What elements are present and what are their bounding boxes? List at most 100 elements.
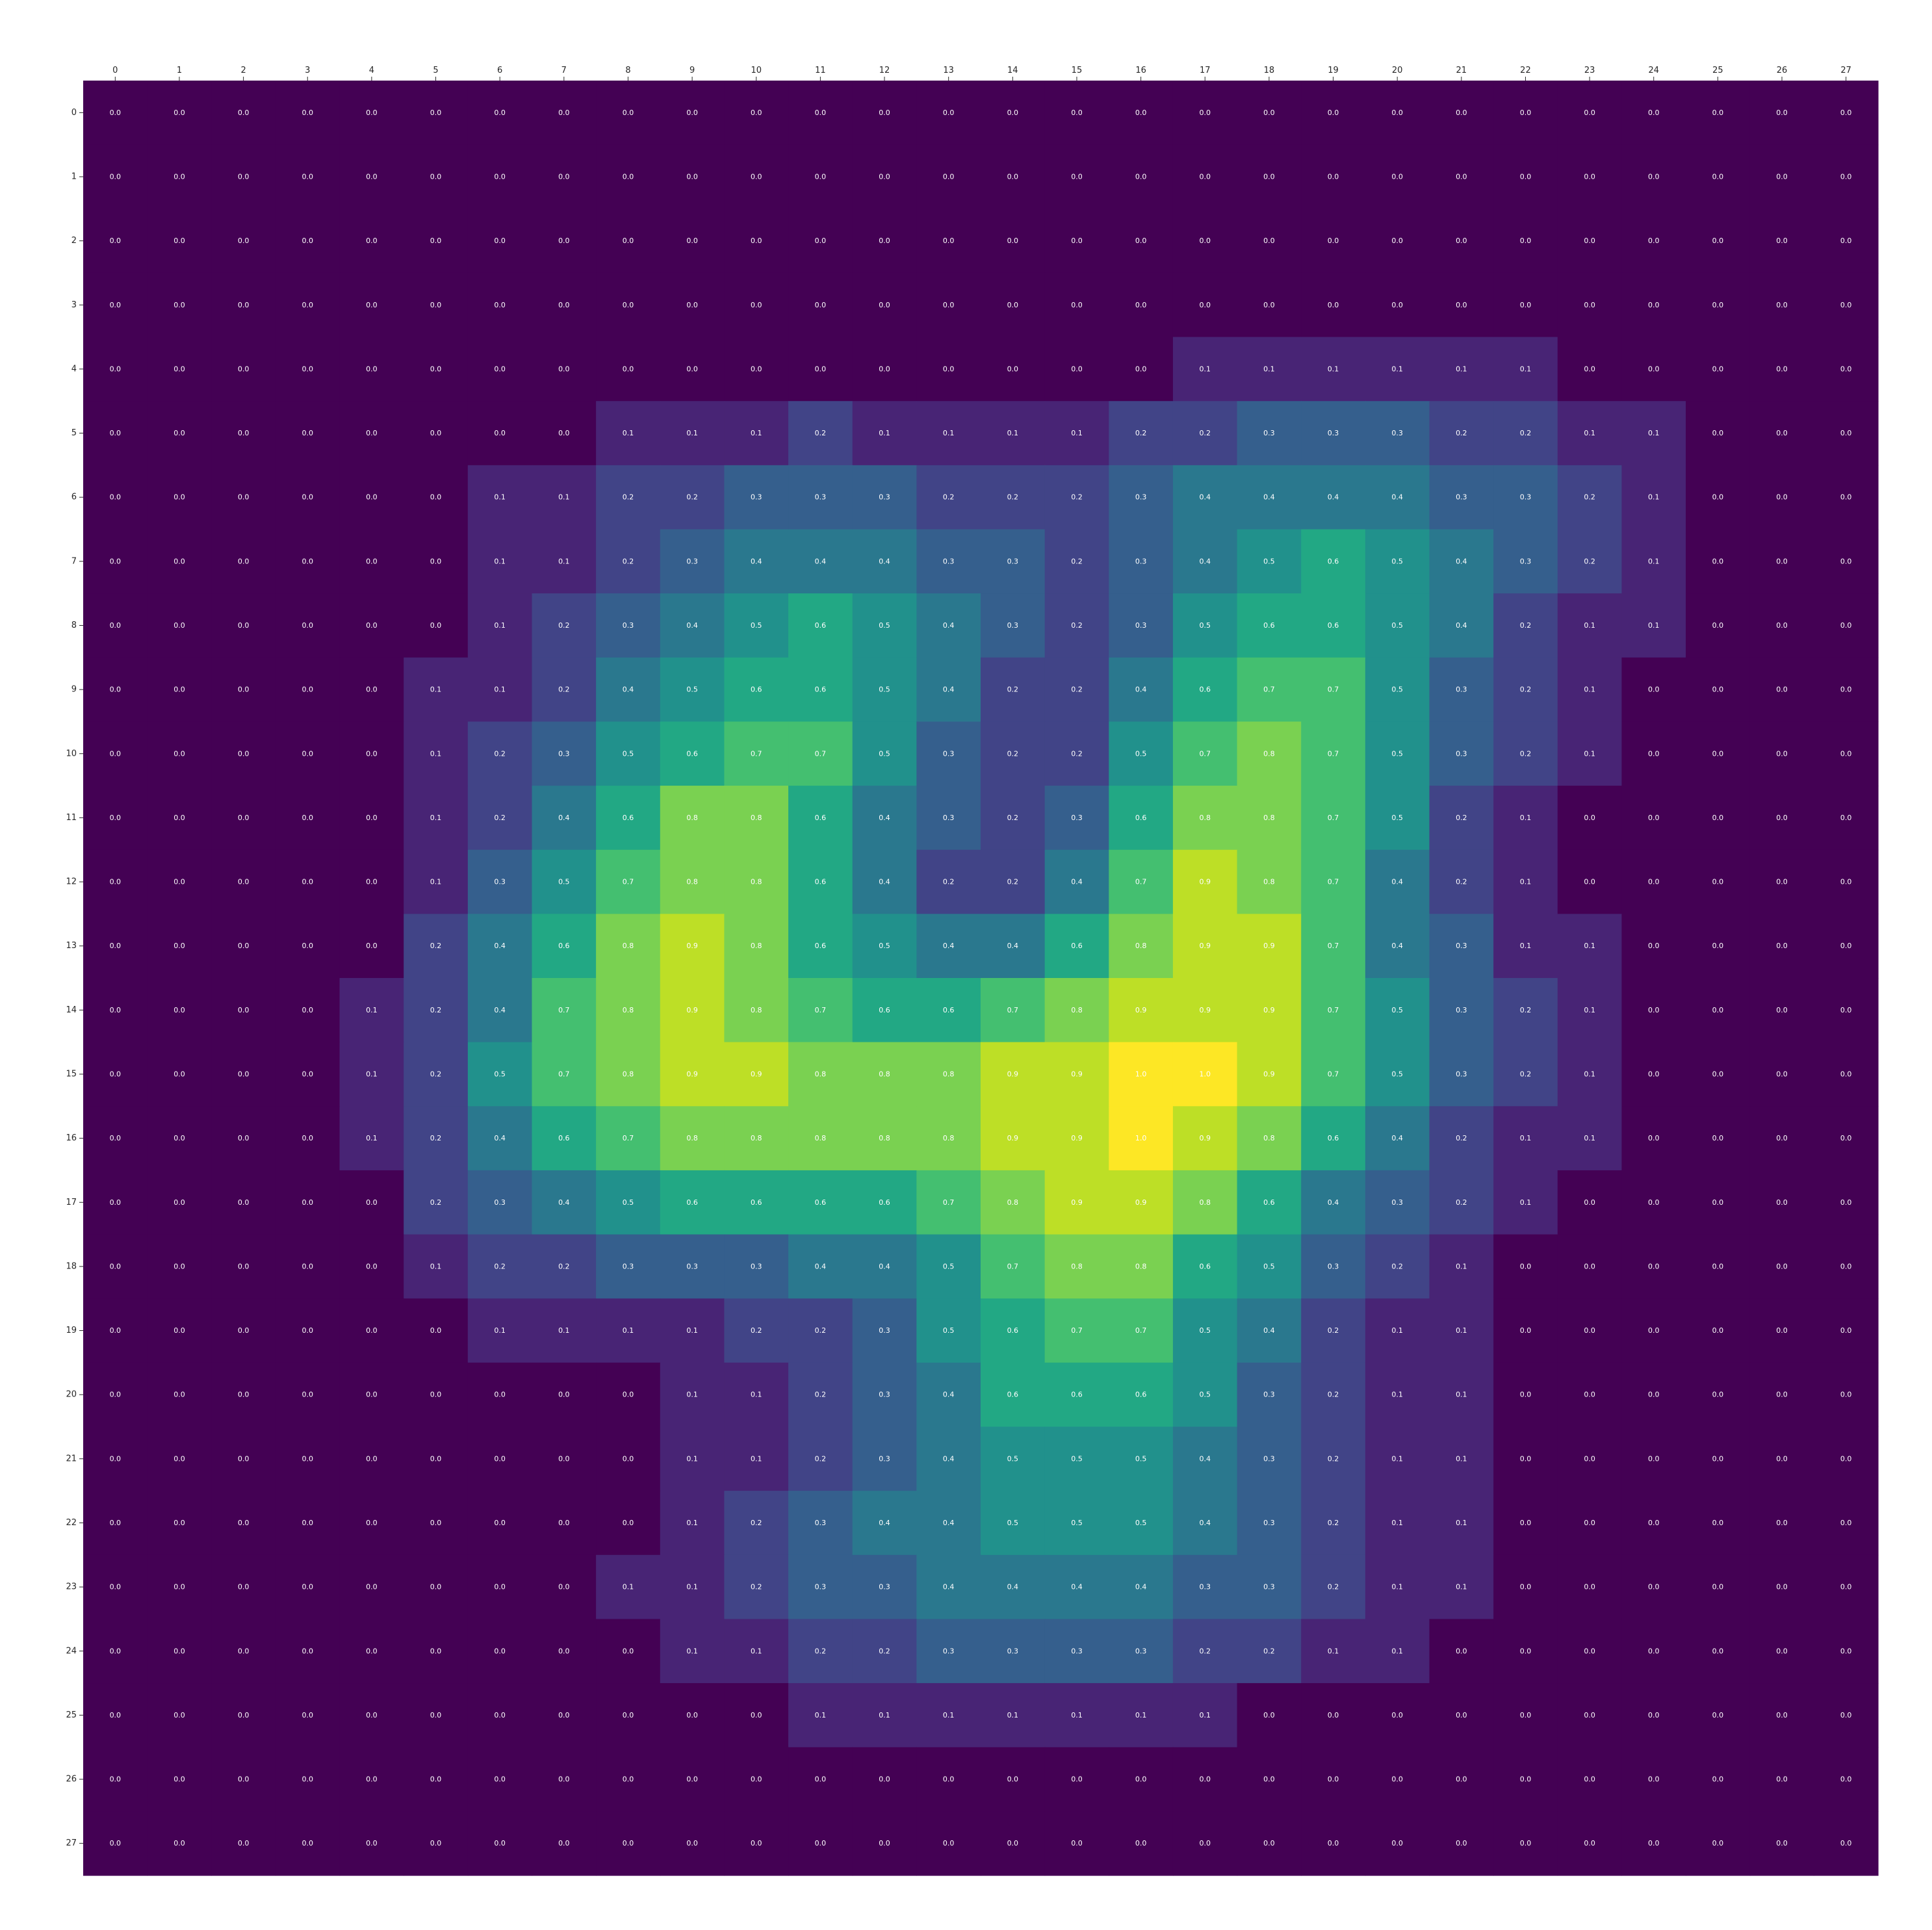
cell-value-label-r3-c16: 0.0 [1135,301,1147,309]
heatmap-cell-r20-c26 [1749,1362,1814,1428]
cell-value-label-r20-c6: 0.0 [494,1391,506,1399]
heatmap-cell-r20-c11 [788,1362,853,1428]
cell-value-label-r16-c7: 0.6 [558,1134,570,1142]
heatmap-cell-r3-c6 [467,272,533,338]
heatmap-cell-r16-c6 [467,1106,533,1171]
cell-value-label-r16-c21: 0.2 [1456,1134,1467,1142]
cell-value-label-r1-c0: 0.0 [110,172,122,181]
heatmap-cell-r13-c14 [981,914,1046,979]
heatmap-cell-r17-c12 [852,1170,917,1235]
cell-value-label-r7-c12: 0.4 [879,557,890,565]
heatmap-cell-r18-c24 [1621,1234,1686,1299]
heatmap-cell-r21-c18 [1237,1426,1302,1491]
heatmap-cell-r5-c17 [1172,401,1238,466]
cell-value-label-r6-c11: 0.3 [815,493,827,502]
cell-value-label-r21-c23: 0.0 [1584,1454,1595,1463]
cell-value-label-r5-c23: 0.1 [1584,429,1595,437]
cell-value-label-r12-c12: 0.4 [879,878,890,886]
cell-value-label-r9-c16: 0.4 [1135,686,1147,694]
cell-value-label-r14-c7: 0.7 [558,1006,570,1014]
heatmap-cell-r2-c17 [1172,209,1238,274]
cell-value-label-r8-c20: 0.5 [1391,621,1403,630]
heatmap-cell-r6-c27 [1814,465,1879,530]
heatmap-cell-r18-c21 [1429,1234,1494,1299]
heatmap-cell-r23-c6 [467,1554,533,1620]
heatmap-cell-r24-c7 [532,1619,597,1684]
heatmap-cell-r5-c19 [1301,401,1366,466]
heatmap-cell-r0-c8 [596,81,661,146]
cell-value-label-r9-c9: 0.5 [686,686,698,694]
cell-value-label-r14-c15: 0.8 [1071,1006,1083,1014]
heatmap-cell-r18-c3 [275,1234,341,1299]
cell-value-label-r16-c0: 0.0 [110,1134,122,1142]
cell-value-label-r15-c18: 0.9 [1263,1070,1275,1078]
heatmap-cell-r4-c6 [467,337,533,402]
cell-value-label-r16-c2: 0.0 [238,1134,250,1142]
heatmap-cell-r12-c17 [1172,849,1238,914]
cell-value-label-r12-c2: 0.0 [238,878,250,886]
heatmap-cell-r24-c1 [147,1619,212,1684]
heatmap-cell-r4-c1 [147,337,212,402]
heatmap-cell-r6-c12 [852,465,917,530]
cell-value-label-r21-c20: 0.1 [1391,1454,1403,1463]
heatmap-cell-r1-c18 [1237,144,1302,209]
heatmap-cell-r24-c24 [1621,1619,1686,1684]
cell-value-label-r18-c17: 0.6 [1200,1262,1211,1270]
cell-value-label-r1-c19: 0.0 [1328,172,1339,181]
heatmap-cell-r15-c13 [916,1042,981,1107]
heatmap-cell-r7-c12 [852,529,917,594]
cell-value-label-r1-c18: 0.0 [1263,172,1275,181]
cell-value-label-r1-c26: 0.0 [1776,172,1788,181]
cell-value-label-r7-c0: 0.0 [110,557,122,565]
cell-value-label-r20-c21: 0.1 [1456,1391,1467,1399]
cell-value-label-r22-c12: 0.4 [879,1519,890,1527]
heatmap-cell-r12-c25 [1686,849,1751,914]
cell-value-label-r16-c6: 0.4 [494,1134,506,1142]
cell-value-label-r0-c26: 0.0 [1776,109,1788,117]
y-tick-label-14: 14 [66,1005,77,1015]
heatmap-cell-r1-c26 [1749,144,1814,209]
cell-value-label-r21-c7: 0.0 [558,1454,570,1463]
heatmap-cell-r18-c26 [1749,1234,1814,1299]
heatmap-cell-r13-c11 [788,914,853,979]
heatmap-cell-r10-c11 [788,721,853,786]
cell-value-label-r5-c25: 0.0 [1712,429,1724,437]
heatmap-cell-r25-c14 [981,1683,1046,1748]
heatmap-cell-r13-c16 [1109,914,1174,979]
heatmap-cell-r19-c7 [532,1298,597,1363]
cell-value-label-r18-c8: 0.3 [623,1262,634,1270]
heatmap-cell-r25-c24 [1621,1683,1686,1748]
cell-value-label-r12-c24: 0.0 [1648,878,1660,886]
cell-value-label-r6-c24: 0.1 [1648,493,1660,502]
x-tick-label-10: 10 [751,66,762,75]
cell-value-label-r13-c12: 0.5 [879,942,890,950]
heatmap-cell-r12-c3 [275,849,341,914]
cell-value-label-r27-c13: 0.0 [943,1839,955,1847]
heatmap-cell-r2-c22 [1493,209,1558,274]
cell-value-label-r26-c5: 0.0 [430,1775,442,1784]
cell-value-label-r18-c2: 0.0 [238,1262,250,1270]
cell-value-label-r20-c11: 0.2 [815,1391,827,1399]
cell-value-label-r16-c25: 0.0 [1712,1134,1724,1142]
cell-value-label-r1-c11: 0.0 [815,172,827,181]
heatmap-cell-r25-c10 [724,1683,789,1748]
cell-value-label-r4-c8: 0.0 [623,365,634,373]
cell-value-label-r12-c3: 0.0 [302,878,314,886]
cell-value-label-r24-c22: 0.0 [1520,1647,1532,1655]
cell-value-label-r22-c17: 0.4 [1200,1519,1211,1527]
cell-value-label-r1-c25: 0.0 [1712,172,1724,181]
cell-value-label-r10-c7: 0.3 [558,749,570,758]
heatmap-cell-r20-c16 [1109,1362,1174,1428]
cell-value-label-r1-c7: 0.0 [558,172,570,181]
cell-value-label-r24-c7: 0.0 [558,1647,570,1655]
cell-value-label-r2-c7: 0.0 [558,237,570,245]
heatmap-cell-r4-c7 [532,337,597,402]
cell-value-label-r16-c22: 0.1 [1520,1134,1532,1142]
heatmap-cell-r14-c18 [1237,978,1302,1043]
cell-value-label-r27-c2: 0.0 [238,1839,250,1847]
cell-value-label-r26-c4: 0.0 [366,1775,378,1784]
cell-value-label-r18-c15: 0.8 [1071,1262,1083,1270]
heatmap-cell-r26-c26 [1749,1747,1814,1812]
heatmap-cell-r24-c18 [1237,1619,1302,1684]
heatmap-cell-r10-c12 [852,721,917,786]
